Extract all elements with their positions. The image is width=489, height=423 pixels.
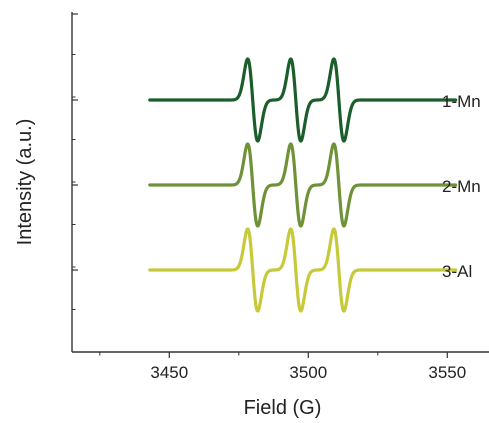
x-axis-title: Field (G) [244, 397, 322, 419]
x-tick-label: 3500 [289, 363, 327, 382]
x-tick-label: 3550 [428, 363, 466, 382]
y-axis-title: Intensity (a.u.) [14, 119, 36, 246]
series-label-1-Mn: 1-Mn [442, 92, 481, 111]
series-line-3-Al [148, 227, 458, 313]
traces [148, 57, 458, 313]
x-tick-label: 3450 [150, 363, 188, 382]
series-label-2-Mn: 2-Mn [442, 177, 481, 196]
labels: 1-Mn 2-Mn 3-Al [442, 92, 481, 281]
axes: 3450 3500 3550 Field (G) Intensity (a.u.) [14, 12, 489, 419]
series-line-1-Mn [148, 57, 458, 143]
series-line-2-Mn [148, 142, 458, 228]
series-label-3-Al: 3-Al [442, 262, 472, 281]
